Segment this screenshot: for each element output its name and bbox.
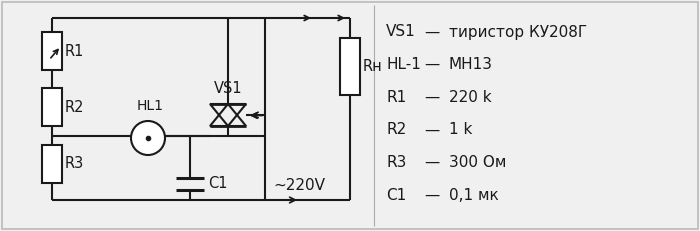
Text: HL1: HL1 (136, 99, 164, 113)
Text: R1: R1 (386, 90, 406, 105)
Text: тиристор КУ208Г: тиристор КУ208Г (449, 24, 587, 40)
Bar (42, 88, 62, 126)
Text: C1: C1 (208, 176, 228, 191)
Text: 0,1 мк: 0,1 мк (449, 188, 498, 203)
Text: —: — (424, 24, 440, 40)
Text: Rн: Rн (363, 59, 383, 74)
Text: R2: R2 (65, 100, 85, 115)
Circle shape (131, 121, 165, 155)
Text: C1: C1 (386, 188, 406, 203)
Text: HL-1: HL-1 (386, 57, 421, 72)
Text: МН13: МН13 (449, 57, 493, 72)
Text: R2: R2 (386, 122, 406, 137)
Text: R1: R1 (65, 43, 85, 58)
Text: —: — (424, 90, 440, 105)
Bar (340, 38, 360, 95)
Text: 300 Ом: 300 Ом (449, 155, 506, 170)
Text: —: — (424, 188, 440, 203)
Text: 1 k: 1 k (449, 122, 472, 137)
Text: VS1: VS1 (214, 81, 243, 96)
Bar (42, 145, 62, 183)
Text: —: — (424, 57, 440, 72)
Text: VS1: VS1 (386, 24, 416, 40)
Text: 220 k: 220 k (449, 90, 491, 105)
Text: —: — (424, 122, 440, 137)
Text: ~220V: ~220V (273, 179, 325, 194)
Text: —: — (424, 155, 440, 170)
Text: R3: R3 (65, 156, 84, 171)
Bar (42, 32, 62, 70)
Text: R3: R3 (386, 155, 407, 170)
